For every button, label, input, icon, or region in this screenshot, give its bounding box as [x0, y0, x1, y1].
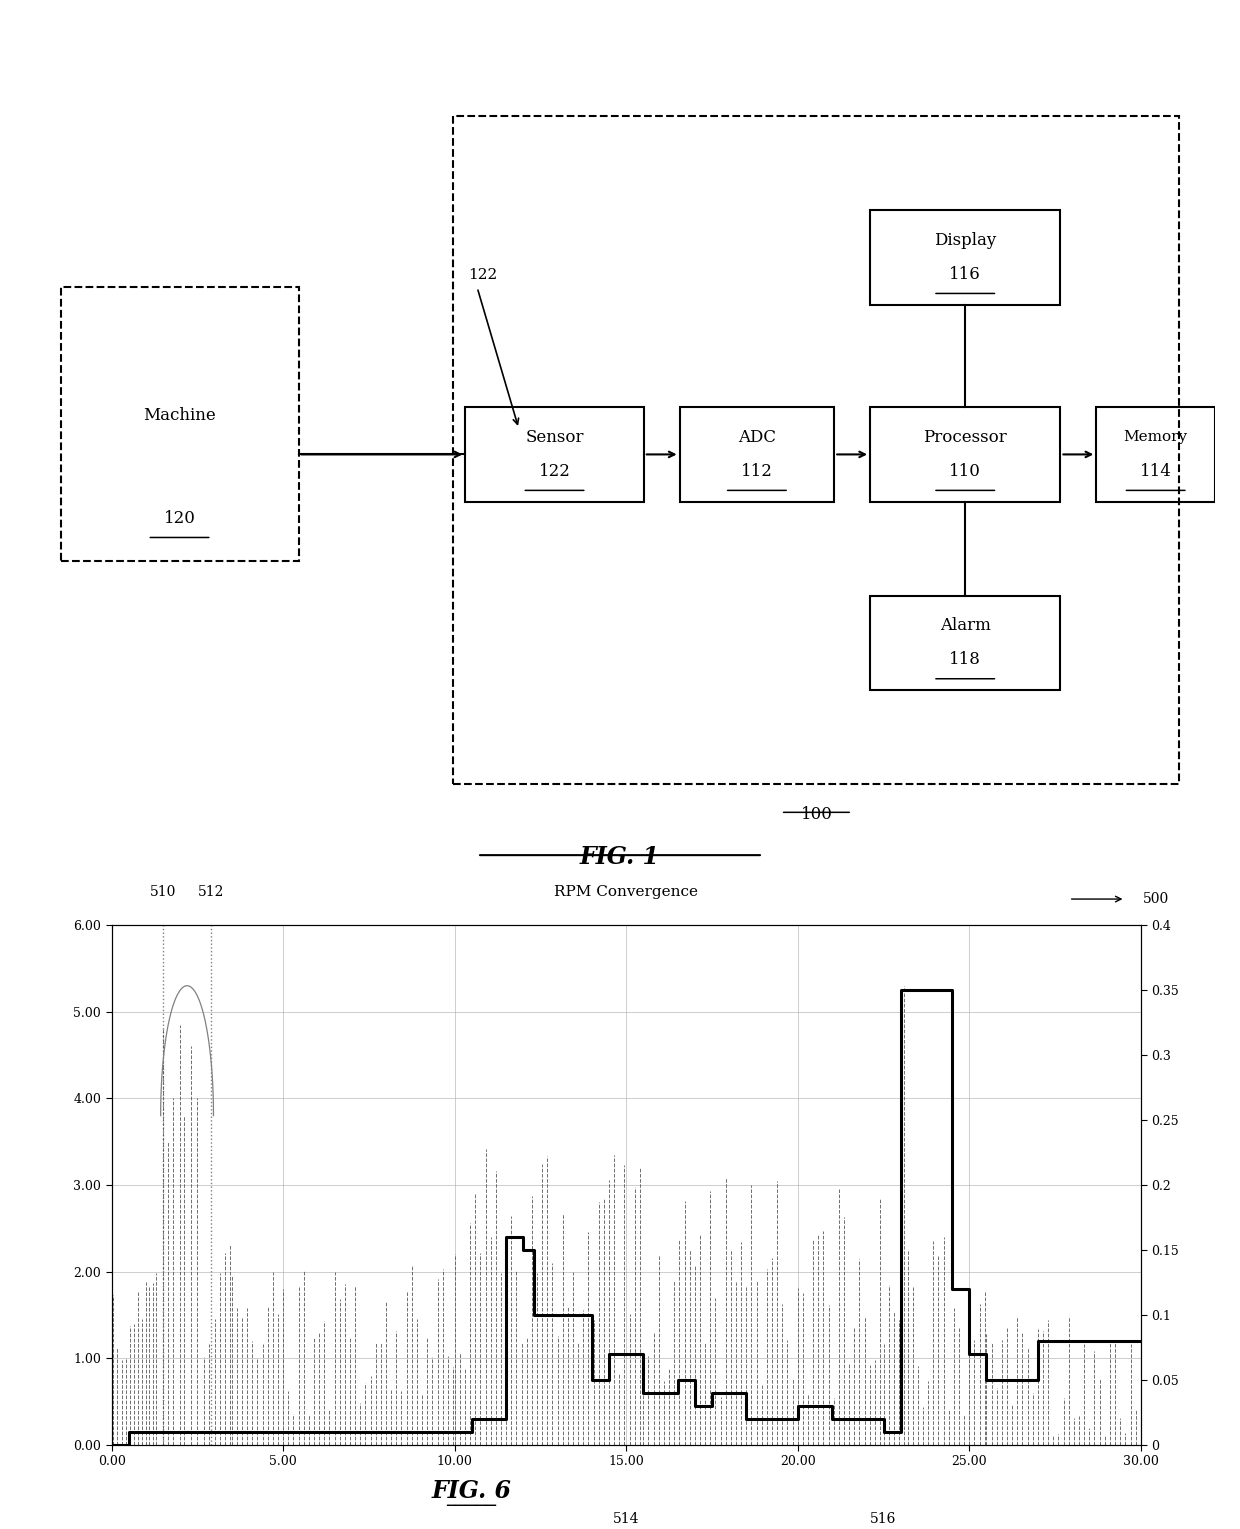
Text: 112: 112	[742, 463, 773, 480]
Text: FIG. 1: FIG. 1	[580, 846, 660, 868]
Bar	[1096, 407, 1215, 502]
Text: Machine: Machine	[143, 407, 216, 425]
Text: 500: 500	[1143, 891, 1169, 907]
Text: Sensor: Sensor	[526, 428, 584, 446]
Bar	[870, 596, 1060, 690]
Text: 514: 514	[613, 1512, 640, 1526]
Text: Display: Display	[934, 232, 997, 249]
Text: Memory: Memory	[1123, 430, 1188, 445]
Text: 512: 512	[198, 885, 224, 899]
Bar	[870, 407, 1060, 502]
Bar	[61, 287, 299, 561]
Text: FIG. 6: FIG. 6	[432, 1479, 511, 1503]
Text: ─────: ─────	[446, 1497, 496, 1515]
Bar	[870, 211, 1060, 304]
Bar	[680, 407, 835, 502]
Text: Processor: Processor	[924, 428, 1007, 446]
Text: ADC: ADC	[738, 428, 776, 446]
Text: 100: 100	[801, 806, 832, 823]
Text: 114: 114	[1140, 463, 1172, 480]
Text: 122: 122	[469, 268, 497, 281]
Text: 120: 120	[164, 511, 196, 528]
Text: 122: 122	[538, 463, 570, 480]
Text: 110: 110	[950, 463, 981, 480]
Text: 510: 510	[150, 885, 176, 899]
Bar	[454, 116, 1179, 784]
Bar	[465, 407, 644, 502]
Text: Alarm: Alarm	[940, 618, 991, 635]
Text: 516: 516	[870, 1512, 897, 1526]
Text: RPM Convergence: RPM Convergence	[554, 885, 698, 899]
Text: 118: 118	[950, 651, 981, 668]
Text: 116: 116	[950, 266, 981, 283]
